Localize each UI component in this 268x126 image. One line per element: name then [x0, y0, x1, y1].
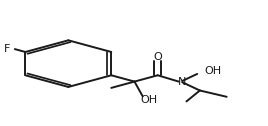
- Text: F: F: [4, 44, 10, 54]
- Text: N: N: [178, 77, 187, 87]
- Text: OH: OH: [141, 95, 158, 105]
- Text: OH: OH: [205, 66, 222, 76]
- Text: O: O: [153, 52, 162, 62]
